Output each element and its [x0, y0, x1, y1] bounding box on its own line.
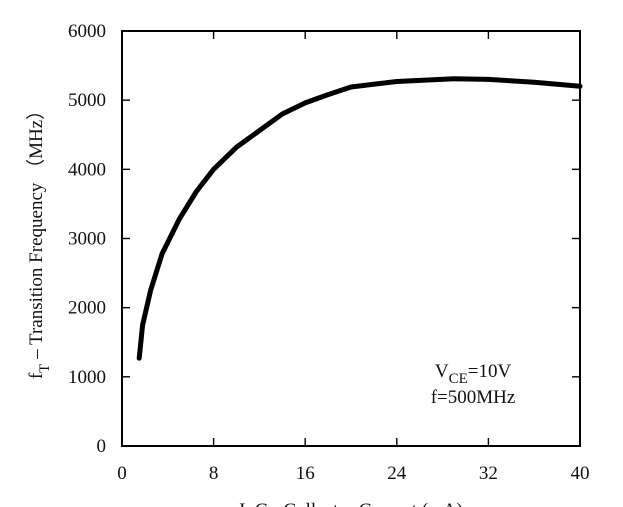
x-tick-label-16: 16: [296, 463, 315, 484]
annotation-line-0: VCE=10V: [435, 361, 512, 387]
y-axis-title: fT – Transition Frequency （MHz）: [25, 101, 53, 379]
series-line: [136, 76, 583, 361]
tick-labels: 0 8 16 24 32 40 0 1000 2000 3000 4000 5000 6000: [68, 21, 590, 484]
axis-ticks: [122, 31, 580, 446]
y-tick-label-5000: 5000: [68, 90, 106, 111]
x-tick-label-8: 8: [209, 463, 219, 484]
x-tick-label-24: 24: [387, 463, 407, 484]
x-tick-label-40: 40: [571, 463, 590, 484]
y-tick-label-2000: 2000: [68, 298, 106, 319]
x-tick-label-0: 0: [117, 463, 127, 484]
x-axis-title: I_C - Collector Current (mA): [239, 500, 463, 507]
annotation-line-1: f=500MHz: [431, 387, 516, 408]
y-tick-label-4000: 4000: [68, 159, 106, 180]
y-tick-label-6000: 6000: [68, 21, 106, 42]
y-tick-label-1000: 1000: [68, 367, 106, 388]
y-tick-label-0: 0: [97, 436, 107, 457]
y-tick-label-3000: 3000: [68, 229, 106, 250]
annotation-box: [398, 350, 548, 414]
x-tick-label-32: 32: [479, 463, 498, 484]
